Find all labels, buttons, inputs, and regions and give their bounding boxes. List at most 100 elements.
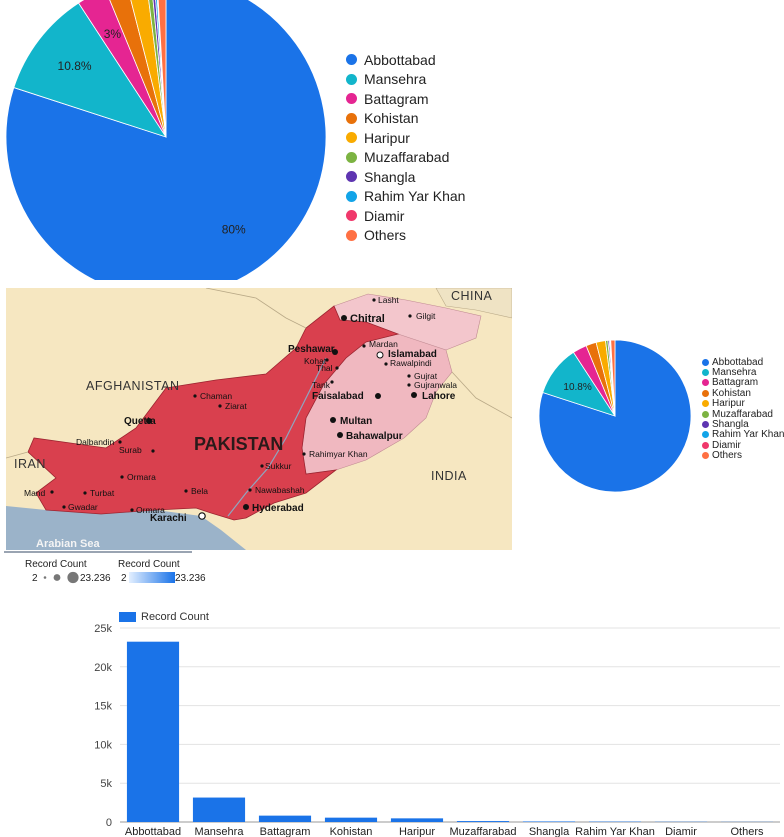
map-country-label: CHINA <box>451 289 493 303</box>
bar-chart-x-label: Mansehra <box>195 826 245 837</box>
bar-chart-x-label: Muzaffarabad <box>449 826 516 837</box>
pie-chart-main-slice <box>130 0 167 138</box>
map-country-label: PAKISTAN <box>194 434 283 454</box>
bar-chart-bar <box>258 815 312 822</box>
pie-chart-small-legend-swatch <box>702 400 709 408</box>
pie-chart-main-slice <box>152 0 167 138</box>
map-legend: Record Count 2 23.236 Record Count 2 23.… <box>25 559 206 584</box>
pie-chart-main-legend-item: Haripur <box>346 128 465 148</box>
bar-chart-x-label: Others <box>730 826 764 837</box>
pie-chart-small-legend-label: Muzaffarabad <box>712 408 773 420</box>
map-country-label: AFGHANISTAN <box>86 379 179 393</box>
pie-chart-small-slice <box>610 339 616 417</box>
pie-chart-small-data-label: 10.8% <box>563 382 591 393</box>
map-country-label: IRAN <box>14 457 46 471</box>
map-legend-color-min: 2 <box>121 573 127 584</box>
pie-chart-small-legend-swatch <box>702 358 709 366</box>
map-city-label: Ormara <box>127 472 156 482</box>
pie-chart-small-legend-item: Diamir <box>702 440 784 451</box>
pie-chart-small-legend-label: Battagram <box>712 377 759 389</box>
map-city-label: Peshawar <box>288 344 335 355</box>
map-legend-color-gradient <box>129 572 175 583</box>
bar-chart-x-label: Haripur <box>399 826 435 837</box>
pie-chart-small-legend-item: Mansehra <box>702 367 784 378</box>
bar-chart-y-tick: 5k <box>100 778 112 790</box>
pie-chart-main-legend-swatch <box>346 229 357 241</box>
pie-chart-main-legend-label: Shangla <box>364 168 416 185</box>
pie-chart-small-legend-swatch <box>702 421 709 429</box>
map-divider <box>4 551 192 553</box>
pie-chart-small-legend-label: Rahim Yar Khan <box>712 429 784 441</box>
pie-chart-main-legend-item: Shangla <box>346 167 465 187</box>
map-border-india <box>451 371 512 419</box>
map-city-label: Nawabashah <box>255 485 305 495</box>
pie-chart-main-legend-swatch <box>346 93 357 105</box>
pie-chart-main-legend-label: Kohistan <box>364 110 419 127</box>
bar-chart-x-label: Abbottabad <box>125 826 181 837</box>
pie-chart-small-legend-item: Shangla <box>702 419 784 430</box>
pie-chart-main-legend-swatch <box>346 151 357 163</box>
pie-chart-small-legend-label: Kohistan <box>712 387 751 399</box>
pie-chart-small-legend-swatch <box>702 431 709 439</box>
map-city-label: Rahimyar Khan <box>309 449 368 459</box>
pie-chart-small-legend-item: Battagram <box>702 377 784 389</box>
bar-chart-bar <box>192 797 246 822</box>
map-city-label: Dalbandin <box>76 437 115 447</box>
pie-chart-main-legend-item: Muzaffarabad <box>346 148 465 168</box>
bar-chart-x-label: Diamir <box>665 826 697 837</box>
pie-chart-small-legend-swatch <box>702 369 709 377</box>
pie-chart-main-legend-item: Rahim Yar Khan <box>346 187 465 207</box>
pie-chart-main-slice <box>148 0 167 138</box>
pie-chart-small-legend-item: Abbottabad <box>702 356 784 368</box>
bar-chart-y-tick: 10k <box>94 739 112 751</box>
bar-chart-x-label: Shangla <box>529 826 570 837</box>
bar-chart-y-tick: 20k <box>94 662 112 674</box>
map-city-label: Chaman <box>200 391 232 401</box>
pie-chart-main-legend-swatch <box>346 171 357 183</box>
map-legend-size-max: 23.236 <box>80 573 111 584</box>
pie-chart-main-legend-swatch <box>346 210 357 222</box>
bar-chart-legend-swatch <box>119 612 136 622</box>
map-legend-size-small <box>43 576 47 579</box>
map-border-afghanistan <box>205 288 307 329</box>
map-city-label: Chitral <box>350 313 385 325</box>
pie-chart-small-legend-item: Rahim Yar Khan <box>702 429 784 441</box>
pie-chart-small-legend-swatch <box>702 410 709 418</box>
pie-chart-main-legend-label: Others <box>364 227 407 244</box>
map-city-label: Rawalpindi <box>390 358 432 368</box>
map-city-label: Multan <box>340 416 372 427</box>
pie-chart-main-slice <box>13 2 167 138</box>
map-legend-color-title: Record Count <box>118 559 180 570</box>
map-legend-size-medium <box>53 574 61 581</box>
map-city-label: Tank <box>312 380 331 390</box>
bar-chart: Record Count 0 5k 10k 15k 20k 25k Abbottabad Man… <box>94 611 780 837</box>
map-sea-label: Arabian Sea <box>36 538 100 550</box>
pie-chart-main-legend: Abbottabad Mansehra Battagram Kohistan Harip… <box>346 50 465 245</box>
bar-chart-bar <box>126 641 180 822</box>
pie-chart-main-slice <box>155 0 167 138</box>
pie-chart-small-legend-item: Haripur <box>702 398 784 409</box>
pie-chart-main-legend-item: Mansehra <box>346 70 465 90</box>
pie-chart-main-legend-swatch <box>346 54 357 66</box>
pie-chart-small-legend-item: Kohistan <box>702 387 784 399</box>
bar-chart-bar <box>522 821 576 822</box>
pie-chart-small-legend-swatch <box>702 379 709 387</box>
bar-chart-legend-label: Record Count <box>141 611 209 623</box>
map-region-pakistan <box>27 305 400 521</box>
bar-chart-y-tick: 25k <box>94 623 112 635</box>
map-city-label: Islamabad <box>388 349 437 360</box>
pie-chart-main-legend-label: Abbottabad <box>364 51 436 68</box>
map-city-label: Lasht <box>378 295 399 305</box>
map-legend-size-title: Record Count <box>25 559 87 570</box>
bar-chart-x-label: Rahim Yar Khan <box>575 826 655 837</box>
map-city-label: Ziarat <box>225 401 247 411</box>
pie-chart-main-legend-item: Kohistan <box>346 109 465 129</box>
pie-chart-small-legend-label: Abbottabad <box>712 356 764 368</box>
pie-chart-main-legend-label: Muzaffarabad <box>364 149 450 166</box>
pie-chart-small-legend-item: Muzaffarabad <box>702 408 784 420</box>
map-legend-size-large <box>67 571 79 584</box>
pie-chart-main-data-label: 3% <box>104 27 122 41</box>
pie-chart-main-legend-label: Diamir <box>364 207 405 224</box>
pie-chart-small-legend-swatch <box>702 441 709 449</box>
pie-chart-small: 10.8% <box>538 339 692 493</box>
